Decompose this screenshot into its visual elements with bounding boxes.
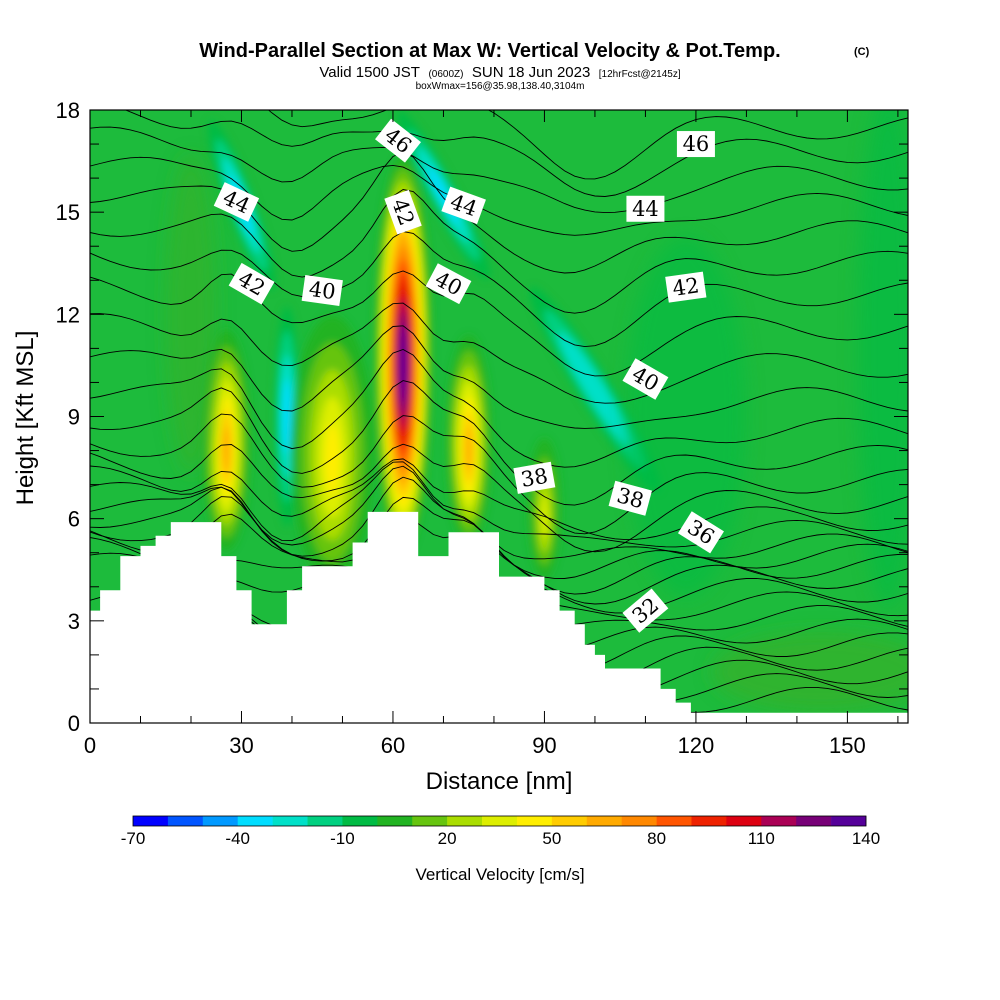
y-tick-label: 15 [56, 200, 80, 225]
theta-contour [90, 156, 908, 236]
x-tick-label: 150 [829, 733, 866, 758]
colorbar-swatch [551, 816, 588, 826]
theta-contour [124, 110, 908, 197]
theta-contour [90, 349, 908, 468]
y-axis: 0 3 6 9 12 15 18 [56, 98, 908, 736]
contour-label-text: 40 [307, 277, 337, 304]
x-tick-label: 120 [678, 733, 715, 758]
updraft-core [374, 155, 432, 556]
colorbar-swatch [761, 816, 797, 826]
colorbar-swatch [726, 816, 762, 826]
y-tick-label: 0 [68, 711, 80, 736]
colorbar-label: -10 [330, 829, 355, 848]
colorbar-label: 110 [748, 829, 775, 848]
x-tick-label: 30 [229, 733, 253, 758]
valid-date: SUN 18 Jun 2023 [472, 64, 590, 81]
colorbar-label: -70 [121, 829, 146, 848]
colorbar-label: 20 [438, 829, 457, 848]
colorbar-swatch [482, 816, 518, 826]
colorbar-swatch [342, 816, 378, 826]
updraft-core [290, 315, 374, 586]
theta-contour [90, 380, 908, 506]
theta-contour [90, 443, 908, 553]
theta-contour [90, 126, 908, 214]
theta-contour [90, 413, 908, 535]
forecast-info: [12hrFcst@2145z] [599, 69, 681, 80]
weak-band [165, 154, 216, 475]
colorbar-swatch [412, 816, 448, 826]
theta-contour [90, 231, 908, 348]
colorbar-label: -40 [225, 829, 250, 848]
terrain [90, 511, 908, 723]
colorbar-swatch [796, 816, 832, 826]
theta-contour [90, 302, 908, 404]
colorbar-label: 80 [647, 829, 666, 848]
colorbar-title: Vertical Velocity [cm/s] [415, 865, 584, 884]
colorbar-swatch [377, 816, 413, 826]
x-axis: 0 30 60 90 120 150 [84, 110, 899, 758]
contour-label: 42 [665, 271, 707, 303]
colorbar-swatch [133, 816, 169, 826]
theta-contour [267, 110, 908, 180]
contour-label: 44 [626, 195, 665, 222]
box-info: boxWmax=156@35.98,138.40,3104m [416, 81, 585, 92]
y-tick-label: 3 [68, 609, 80, 634]
contour-label: 46 [676, 131, 715, 158]
contour-label-text: 46 [683, 132, 710, 156]
chart-title: Wind-Parallel Section at Max W: Vertical… [199, 40, 780, 62]
x-tick-label: 60 [381, 733, 405, 758]
colorbar-swatch [202, 816, 239, 826]
y-axis-label: Height [Kft MSL] [12, 331, 39, 506]
x-axis-label: Distance [nm] [426, 768, 573, 795]
colorbar-frame [132, 815, 867, 827]
colorbar-swatch [272, 816, 308, 826]
valid-time: Valid 1500 JST [319, 64, 420, 81]
colorbar-swatch [237, 816, 273, 826]
theta-contour [90, 461, 908, 548]
x-tick-label: 0 [84, 733, 96, 758]
colorbar: -70 -40 -10 20 50 80 110 140 [121, 815, 880, 848]
contour-label: 38 [608, 480, 653, 516]
weak-band [712, 631, 908, 712]
valid-utc: (0600Z) [428, 69, 463, 80]
updraft-core [202, 330, 251, 551]
colorbar-swatch [691, 816, 727, 826]
theta-contour [90, 458, 908, 541]
theta-contour [90, 189, 908, 314]
copyright-mark: (C) [854, 46, 870, 58]
contour-label: 38 [513, 461, 556, 494]
theta-contour [90, 270, 908, 377]
colorbar-label: 50 [542, 829, 561, 848]
colorbar-swatch [307, 816, 343, 826]
contour-label-text: 44 [632, 197, 659, 221]
colorbar-swatch [586, 816, 622, 826]
colorbar-swatch [516, 816, 553, 826]
colorbar-swatch [167, 816, 204, 826]
chart-subtitle: Valid 1500 JST (0600Z) SUN 18 Jun 2023 [… [319, 64, 680, 81]
y-tick-label: 12 [56, 302, 80, 327]
contour-label-text: 42 [671, 273, 701, 300]
theta-contour [90, 325, 908, 429]
colorbar-swatch [656, 816, 692, 826]
colorbar-swatch [621, 816, 657, 826]
colorbar-swatch [447, 816, 483, 826]
y-tick-label: 6 [68, 507, 80, 532]
x-tick-label: 90 [532, 733, 556, 758]
y-tick-label: 9 [68, 405, 80, 430]
contour-label-text: 38 [519, 464, 549, 492]
colorbar-swatch [831, 816, 867, 826]
y-tick-label: 18 [56, 98, 80, 123]
colorbar-label: 140 [852, 829, 880, 848]
updraft-core [446, 335, 492, 546]
weak-band [857, 110, 908, 609]
contour-label: 40 [301, 274, 343, 307]
